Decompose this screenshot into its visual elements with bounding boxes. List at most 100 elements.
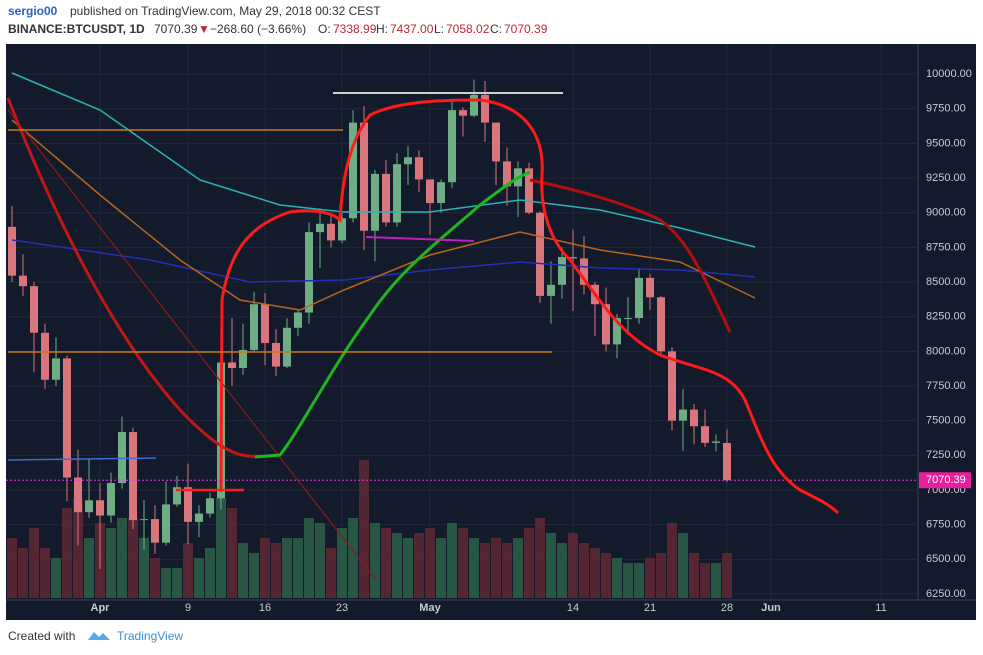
candle-body bbox=[140, 519, 148, 521]
y-tick-label: 8250.00 bbox=[926, 311, 966, 323]
volume-bar bbox=[227, 508, 237, 598]
level-line bbox=[7, 457, 157, 461]
volume-bar bbox=[535, 518, 545, 598]
ma-darkred bbox=[529, 178, 732, 333]
candle-body bbox=[294, 312, 302, 328]
l-value: 7058.02 bbox=[446, 22, 490, 36]
ma-blue bbox=[11, 239, 756, 283]
volume-bar bbox=[150, 558, 160, 598]
candle-body bbox=[503, 161, 511, 187]
logo bbox=[88, 632, 110, 640]
volume-bar bbox=[557, 543, 567, 598]
volume-bar bbox=[458, 528, 468, 598]
volume-bar bbox=[139, 538, 149, 598]
candle-body bbox=[723, 442, 731, 481]
candle-body bbox=[426, 179, 434, 204]
candle-body bbox=[118, 432, 126, 484]
candle-body bbox=[30, 286, 38, 333]
c-value: 7070.39 bbox=[504, 22, 548, 36]
volume-bar bbox=[62, 508, 72, 598]
level-line bbox=[365, 236, 475, 242]
volume-bar bbox=[491, 538, 501, 598]
volume-bar bbox=[7, 538, 17, 598]
candle-body bbox=[668, 351, 676, 421]
candle-body bbox=[371, 173, 379, 231]
y-tick-label: 8000.00 bbox=[926, 345, 966, 357]
last-price-label: 7070.39 bbox=[926, 474, 966, 486]
candle-body bbox=[261, 304, 269, 344]
candle-body bbox=[8, 226, 16, 276]
candle-body bbox=[129, 432, 137, 521]
candle-body bbox=[525, 168, 533, 213]
candle-body bbox=[448, 110, 456, 183]
volume-bar bbox=[249, 553, 259, 598]
volume-bar bbox=[293, 538, 303, 598]
candle-body bbox=[41, 332, 49, 380]
volume-bar bbox=[29, 528, 39, 598]
y-tick-label: 6250.00 bbox=[926, 588, 966, 600]
x-tick-label: May bbox=[419, 602, 441, 614]
x-tick-label: Apr bbox=[91, 602, 111, 614]
candle-body bbox=[492, 122, 500, 162]
candle-body bbox=[646, 277, 654, 298]
volume-bar bbox=[40, 548, 50, 598]
candle-body bbox=[404, 157, 412, 165]
volume-bar bbox=[678, 533, 688, 598]
volume-bar bbox=[216, 498, 226, 598]
candle-body bbox=[481, 94, 489, 123]
published: published on TradingView.com, May 29, 20… bbox=[70, 4, 381, 18]
candle-body bbox=[195, 513, 203, 522]
arrow: ▼ bbox=[198, 22, 210, 36]
candle-body bbox=[173, 487, 181, 505]
candle-body bbox=[239, 349, 247, 368]
candle-body bbox=[327, 223, 335, 241]
candle-body bbox=[96, 500, 104, 516]
ma-green bbox=[254, 170, 531, 459]
volume-bar bbox=[326, 548, 336, 598]
volume-bar bbox=[260, 538, 270, 598]
x-tick-label: 21 bbox=[644, 602, 656, 614]
volume-bar bbox=[337, 528, 347, 598]
author[interactable]: sergio00 bbox=[8, 4, 58, 18]
volume-bar bbox=[238, 543, 248, 598]
x-tick-label: 9 bbox=[185, 602, 191, 614]
candle-body bbox=[701, 426, 709, 443]
volume-bar bbox=[447, 523, 457, 598]
candle-body bbox=[712, 441, 720, 443]
candle-body bbox=[382, 173, 390, 223]
y-tick-label: 7500.00 bbox=[926, 415, 966, 427]
candle-body bbox=[184, 487, 192, 522]
candle-body bbox=[470, 94, 478, 116]
ma-cyan bbox=[11, 72, 756, 248]
volume-bar bbox=[161, 568, 171, 598]
candle-body bbox=[459, 110, 467, 116]
volume-bar bbox=[513, 538, 523, 598]
c-label: C: bbox=[490, 22, 502, 36]
candle-body bbox=[415, 157, 423, 180]
volume-bar bbox=[18, 548, 28, 598]
y-tick-label: 9500.00 bbox=[926, 137, 966, 149]
x-tick-label: 28 bbox=[721, 602, 733, 614]
footer-brand[interactable]: TradingView bbox=[117, 629, 183, 643]
volume-bar bbox=[667, 523, 677, 598]
candle-body bbox=[250, 304, 258, 350]
volume-bar bbox=[304, 518, 314, 598]
volume-bar bbox=[392, 533, 402, 598]
candle-body bbox=[338, 218, 346, 241]
volume-bar bbox=[194, 558, 204, 598]
volume-bar bbox=[348, 518, 358, 598]
volume-bar bbox=[315, 523, 325, 598]
y-tick-label: 9750.00 bbox=[926, 103, 966, 115]
candle-body bbox=[558, 257, 566, 285]
o-label: O: bbox=[318, 22, 331, 36]
volume-bar bbox=[205, 548, 215, 598]
volume-bar bbox=[106, 528, 116, 598]
volume-bar bbox=[634, 563, 644, 598]
volume-bar bbox=[359, 460, 369, 598]
candle-body bbox=[52, 358, 60, 380]
candle-body bbox=[437, 182, 445, 204]
volume-bar bbox=[84, 538, 94, 598]
candle-body bbox=[657, 297, 665, 352]
volume-bar bbox=[656, 553, 666, 598]
l-label: L: bbox=[434, 22, 444, 36]
